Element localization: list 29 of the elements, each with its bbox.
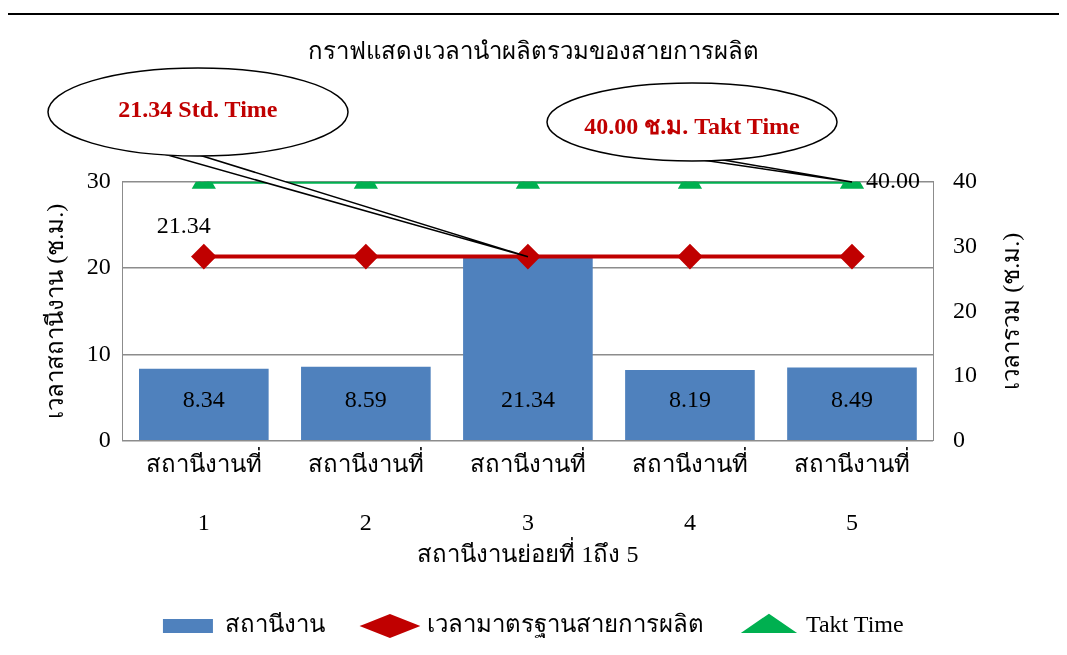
- y2-tick-label: 40: [953, 167, 977, 194]
- legend-label: สถานีงาน: [224, 611, 325, 638]
- legend-label: Takt Time: [805, 611, 904, 638]
- bar: [139, 368, 269, 441]
- y-tick-label: 10: [86, 339, 111, 366]
- y2-axis-title: เวลารวม (ช.ม.): [998, 232, 1025, 390]
- annotation: 21.34 Std. Time: [117, 95, 279, 123]
- data-label: 8.59: [344, 386, 387, 413]
- y2-tick-label: 20: [953, 296, 977, 323]
- bar: [301, 366, 431, 441]
- legend-label: เวลามาตรฐานสายการผลิต: [426, 611, 704, 639]
- y2-tick-label: 0: [953, 426, 965, 453]
- chart-title: กราฟแสดงเวลานำผลิตรวมของสายการผลิต: [308, 37, 759, 64]
- data-label: 21.34: [156, 211, 211, 238]
- y2-tick-label: 30: [953, 231, 977, 258]
- data-label: 8.34: [182, 386, 225, 413]
- y-tick-label: 30: [86, 167, 111, 194]
- data-label: 21.34: [500, 386, 555, 413]
- bar: [787, 367, 917, 441]
- y2-tick-label: 10: [953, 361, 977, 388]
- annotation: 40.00 ช.ม. Takt Time: [583, 111, 801, 141]
- y-tick-label: 0: [98, 426, 111, 453]
- data-label: 8.49: [830, 386, 873, 413]
- y-axis-title: เวลาสถานีงาน (ช.ม.): [41, 203, 68, 419]
- y-tick-label: 20: [86, 253, 111, 280]
- x-axis-title: สถานีงานย่อยที่ 1ถึง 5: [417, 536, 639, 567]
- bar: [625, 370, 755, 441]
- data-label: 40.00: [865, 167, 920, 194]
- data-label: 8.19: [668, 386, 711, 413]
